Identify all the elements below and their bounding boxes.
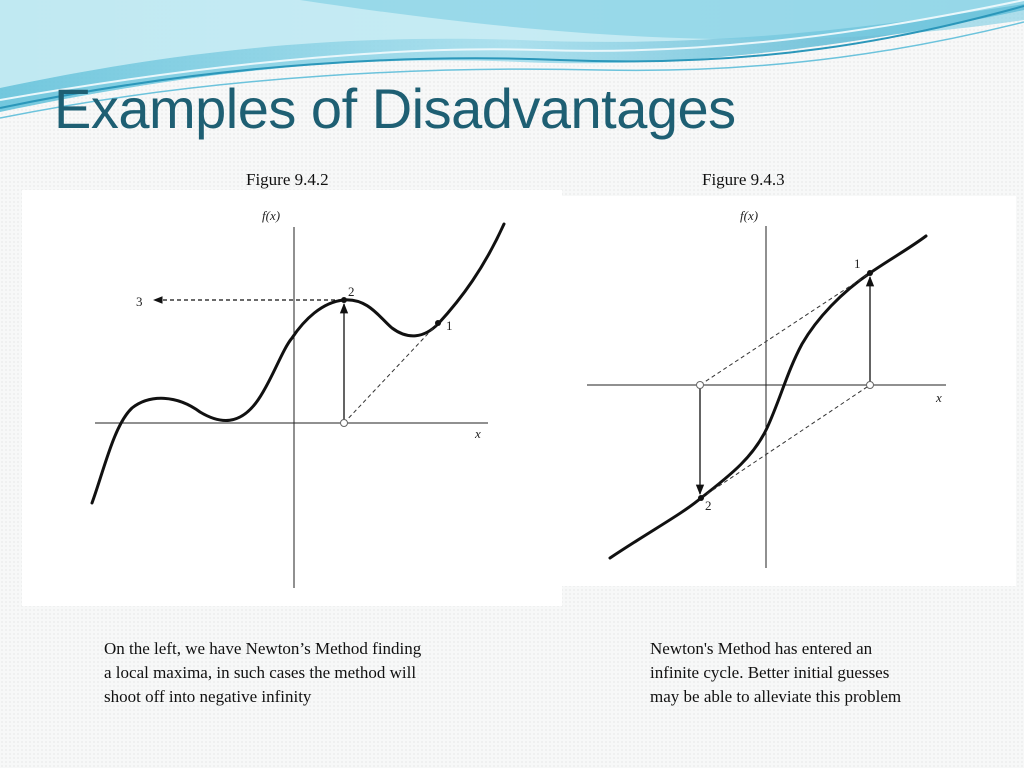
- point-1: [435, 320, 441, 326]
- function-curve: [608, 234, 928, 560]
- description-line: shoot off into negative infinity: [104, 687, 312, 706]
- x-intercept-marker-left: [696, 381, 704, 389]
- figure-right-description: Newton's Method has entered an infinite …: [650, 637, 990, 709]
- point-label-3: 3: [136, 294, 143, 309]
- figure-caption-right: Figure 9.4.3: [702, 170, 785, 189]
- tangent-dashed-line-2: [700, 384, 871, 499]
- header-wave-decoration: [0, 0, 1024, 119]
- y-axis-label: f(x): [262, 208, 280, 223]
- x-axis-label: x: [935, 390, 942, 405]
- point-label-1: 1: [854, 256, 861, 271]
- figure-right-panel: f(x) x 1 2: [562, 196, 1016, 586]
- x-intercept-marker: [340, 419, 348, 427]
- newton-local-max-diagram: f(x) x 1 2 3: [90, 208, 506, 588]
- slide-title: Examples of Disadvantages: [54, 77, 736, 140]
- point-2: [698, 495, 704, 501]
- description-line: Newton's Method has entered an: [650, 639, 873, 658]
- x-axis-label: x: [474, 426, 481, 441]
- point-label-1: 1: [446, 318, 453, 333]
- figure-left-description: On the left, we have Newton’s Method fin…: [104, 637, 514, 709]
- tangent-dashed-line-1: [699, 272, 871, 386]
- y-axis-label: f(x): [740, 208, 758, 223]
- point-label-2: 2: [705, 498, 712, 513]
- x-intercept-marker-right: [866, 381, 874, 389]
- figure-caption-left: Figure 9.4.2: [246, 170, 329, 189]
- description-line: may be able to alleviate this problem: [650, 687, 902, 706]
- point-label-2: 2: [348, 284, 355, 299]
- point-1: [867, 270, 873, 276]
- point-2: [341, 297, 347, 303]
- tangent-dashed-line: [343, 322, 439, 424]
- description-line: infinite cycle. Better initial guesses: [650, 663, 890, 682]
- newton-infinite-cycle-diagram: f(x) x 1 2: [587, 208, 946, 568]
- description-line: a local maxima, in such cases the method…: [104, 663, 417, 682]
- description-line: On the left, we have Newton’s Method fin…: [104, 639, 422, 658]
- function-curve: [90, 222, 506, 505]
- figure-left-panel: f(x) x 1 2 3: [22, 190, 562, 606]
